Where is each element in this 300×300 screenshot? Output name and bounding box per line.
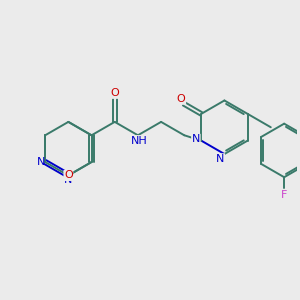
Text: O: O: [110, 88, 119, 98]
Text: N: N: [192, 134, 200, 144]
Text: O: O: [177, 94, 185, 104]
Text: F: F: [281, 190, 287, 200]
Text: O: O: [64, 170, 73, 180]
Text: N: N: [216, 154, 225, 164]
Text: N: N: [64, 175, 73, 185]
Text: N: N: [37, 157, 45, 167]
Text: NH: NH: [131, 136, 148, 146]
